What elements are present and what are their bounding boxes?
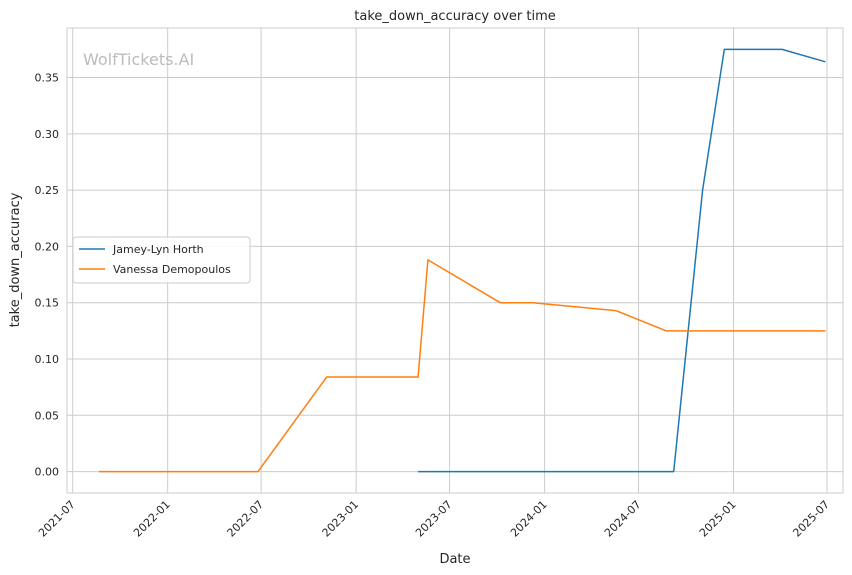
legend-frame bbox=[72, 236, 251, 284]
y-tick-label: 0.10 bbox=[35, 353, 60, 366]
y-tick-label: 0.15 bbox=[35, 297, 60, 310]
y-axis-label: take_down_accuracy bbox=[8, 192, 23, 327]
y-tick-label: 0.20 bbox=[35, 240, 60, 253]
series-line-0 bbox=[418, 48, 826, 473]
legend: Jamey-Lyn Horth Vanessa Demopoulos bbox=[72, 236, 251, 284]
plot-frame bbox=[66, 27, 844, 494]
y-tick-label: 0.35 bbox=[35, 72, 60, 85]
legend-label: Vanessa Demopoulos bbox=[113, 263, 231, 276]
y-tick-label: 0.00 bbox=[35, 466, 60, 479]
y-tick-label: 0.25 bbox=[35, 184, 60, 197]
series-layer bbox=[99, 48, 826, 473]
y-tick-label: 0.05 bbox=[35, 409, 60, 422]
series-line-1 bbox=[99, 259, 826, 473]
x-axis-label: Date bbox=[439, 552, 470, 567]
legend-label: Jamey-Lyn Horth bbox=[112, 243, 204, 256]
watermark: WolfTickets.AI bbox=[83, 50, 194, 69]
chart-title: take_down_accuracy over time bbox=[354, 9, 555, 24]
y-tick-label: 0.30 bbox=[35, 128, 60, 141]
y-axis-ticks: 0.00 0.05 0.10 0.15 0.20 0.25 0.30 0.35 bbox=[35, 72, 60, 479]
